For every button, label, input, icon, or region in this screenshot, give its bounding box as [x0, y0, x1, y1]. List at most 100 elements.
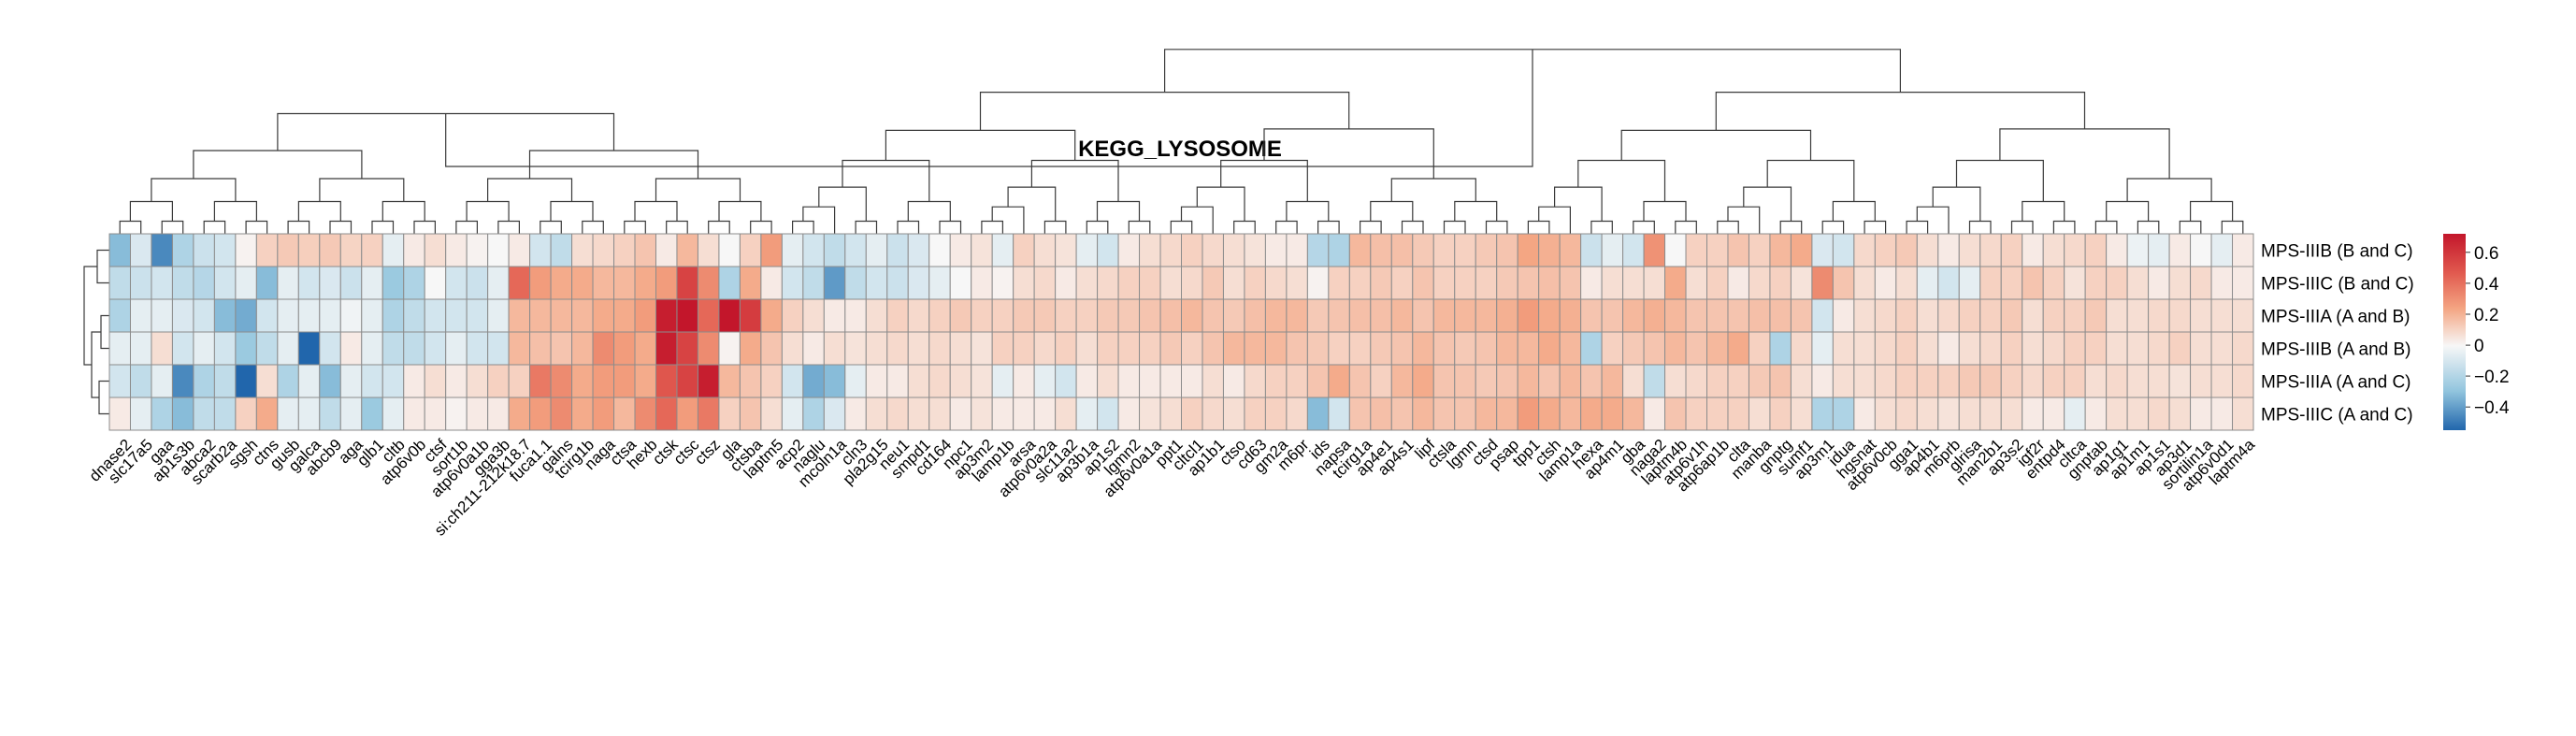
heatmap-cell	[571, 397, 594, 431]
heatmap-cell	[949, 331, 972, 366]
heatmap-cell	[571, 364, 594, 398]
heatmap-cell	[718, 266, 741, 300]
heatmap-cell	[2126, 233, 2150, 267]
heatmap-cell	[697, 364, 720, 398]
heatmap-cell	[2210, 364, 2234, 398]
heatmap-cell	[1475, 331, 1498, 366]
heatmap-cell	[676, 266, 698, 300]
heatmap-cell	[739, 397, 762, 431]
heatmap-cell	[1013, 364, 1035, 398]
heatmap-cell	[2064, 364, 2086, 398]
heatmap-cell	[2000, 266, 2023, 300]
heatmap-cell	[1706, 364, 1729, 398]
heatmap-cell	[1454, 298, 1476, 333]
heatmap-cell	[1432, 233, 1456, 267]
dendrogram-branch	[540, 220, 562, 234]
heatmap-cell	[171, 266, 194, 300]
heatmap-cell	[1664, 397, 1687, 431]
heatmap-cell	[1727, 266, 1749, 300]
dendrogram-branch	[666, 220, 688, 234]
heatmap-cell	[1790, 233, 1813, 267]
heatmap-cell	[928, 331, 951, 366]
heatmap-cell	[928, 397, 951, 431]
heatmap-cell	[2148, 331, 2170, 366]
heatmap-cell	[823, 364, 846, 398]
heatmap-cell	[1496, 298, 1518, 333]
heatmap-cell	[1601, 233, 1624, 267]
heatmap-cell	[1013, 298, 1035, 333]
heatmap-cell	[886, 266, 909, 300]
heatmap-cell	[1244, 331, 1266, 366]
dendrogram-branch	[1932, 186, 1981, 222]
heatmap-cell	[508, 364, 531, 398]
heatmap-cell	[1832, 331, 1855, 366]
heatmap-cell	[1916, 364, 1939, 398]
heatmap-cell	[718, 298, 741, 333]
heatmap-cell	[1181, 364, 1203, 398]
dendrogram-branch	[96, 249, 109, 284]
heatmap-cell	[991, 397, 1015, 431]
dendrogram-branch	[750, 220, 772, 234]
heatmap-cell	[1264, 298, 1288, 333]
heatmap-cell	[1727, 364, 1749, 398]
heatmap-cell	[550, 364, 573, 398]
heatmap-cell	[971, 233, 993, 267]
heatmap-cell	[403, 233, 425, 267]
heatmap-cell	[2042, 266, 2065, 300]
heatmap-cell	[1643, 397, 1666, 431]
heatmap-cell	[1538, 397, 1561, 431]
heatmap-cell	[1937, 331, 1960, 366]
dendrogram-branch	[413, 220, 436, 234]
heatmap-cell	[2148, 233, 2170, 267]
heatmap-cell	[1811, 233, 1834, 267]
heatmap-cell	[739, 266, 762, 300]
heatmap-cell	[613, 233, 636, 267]
heatmap-cell	[1748, 397, 1771, 431]
heatmap-cell	[1328, 233, 1350, 267]
heatmap-cell	[1390, 364, 1414, 398]
heatmap-cell	[255, 331, 279, 366]
heatmap-cell	[339, 298, 363, 333]
heatmap-cell	[2064, 331, 2086, 366]
heatmap-cell	[466, 331, 489, 366]
heatmap-cell	[613, 298, 636, 333]
dendrogram-branch	[1128, 220, 1151, 234]
heatmap-cell	[865, 397, 888, 431]
heatmap-cell	[2126, 298, 2150, 333]
heatmap-cell	[718, 364, 741, 398]
heatmap-cell	[1432, 397, 1456, 431]
dendrogram-branch	[2179, 220, 2202, 234]
heatmap-cell	[1244, 266, 1266, 300]
heatmap-cell	[193, 266, 215, 300]
heatmap-cell	[1013, 331, 1035, 366]
heatmap-cell	[1412, 266, 1434, 300]
heatmap-cell	[802, 397, 825, 431]
heatmap-cell	[213, 233, 237, 267]
heatmap-cell	[2084, 331, 2108, 366]
heatmap-cell	[108, 331, 131, 366]
heatmap-cell	[1286, 298, 1308, 333]
heatmap-cell	[1117, 397, 1141, 431]
heatmap-cell	[1432, 298, 1456, 333]
heatmap-cell	[1811, 331, 1834, 366]
heatmap-cell	[1769, 266, 1792, 300]
heatmap-cell	[1097, 266, 1119, 300]
heatmap-cell	[1622, 266, 1645, 300]
heatmap-cell	[1181, 397, 1203, 431]
heatmap-cell	[1139, 397, 1161, 431]
heatmap-cell	[361, 397, 383, 431]
heatmap-cell	[508, 266, 531, 300]
heatmap-cell	[1475, 298, 1498, 333]
heatmap-cell	[886, 397, 909, 431]
dendrogram-branch	[1727, 206, 1761, 234]
dendrogram-branch	[2022, 200, 2065, 222]
heatmap-cell	[1244, 397, 1266, 431]
heatmap-cell	[1390, 233, 1414, 267]
heatmap-cell	[1937, 266, 1960, 300]
heatmap-cell	[1958, 364, 1981, 398]
dendrogram-branch	[1370, 200, 1414, 222]
heatmap-cell	[1370, 233, 1392, 267]
heatmap-cell	[2042, 331, 2065, 366]
heatmap-cell	[1874, 266, 1897, 300]
heatmap-cell	[1664, 364, 1687, 398]
